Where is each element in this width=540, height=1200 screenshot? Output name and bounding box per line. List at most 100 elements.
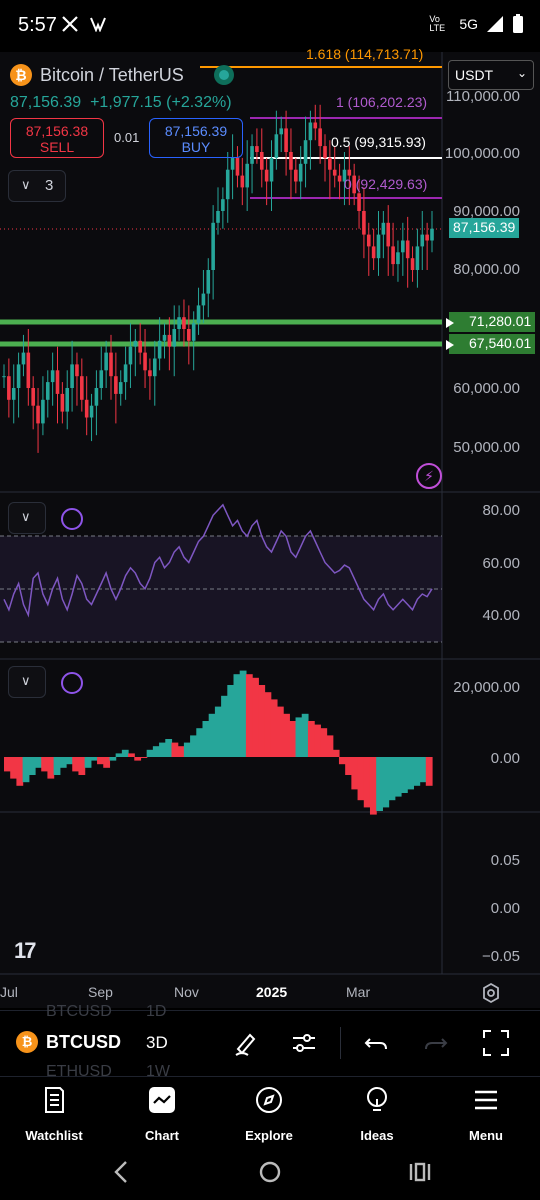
symbol-name[interactable]: Bitcoin / TetherUS [40,64,184,85]
oscillator-bar [183,742,191,757]
nav-explore-label: Explore [245,1128,293,1143]
oscillator-bar [283,713,290,757]
candle-body [94,388,99,406]
rsi-axis-label: 40.00 [482,607,520,624]
oscillator-bar [146,749,154,757]
oscillator-bar [109,757,117,761]
sell-label: SELL [39,139,75,155]
oscillator-bar [338,757,346,765]
pane4-axis-label: 0.05 [490,852,520,869]
change-value: +1,977.15 (+2.32%) [90,94,232,111]
support2-price-tag: 67,540.01 [449,334,536,354]
chevron-down-icon: ∨ [21,673,31,688]
chart-settings-icon[interactable] [480,982,502,1004]
symbol-header[interactable]: ₿ Bitcoin / TetherUS [10,64,234,86]
buy-button[interactable]: 87,156.39 BUY [149,118,243,158]
candle-body [16,364,21,388]
oscillator-bar [103,757,111,768]
currency-value: USDT [455,67,494,83]
candle-body [230,157,235,170]
candle-body [114,376,118,394]
oscillator-bar [28,757,36,775]
nav-chart[interactable]: Chart [117,1085,207,1143]
alert-marker-icon [446,340,454,350]
fib-1618-label: 1.618 (114,713.71) [306,46,424,62]
indicators-toggle[interactable]: ∨ 3 [8,170,66,202]
rsi-pane-toggle[interactable]: ∨ [8,502,46,534]
symbol-selector[interactable]: ₿ BTCUSD [16,1031,121,1053]
symbol-prev[interactable]: BTCUSD [46,1003,112,1020]
back-icon[interactable] [112,1160,132,1184]
candle-body [109,352,113,377]
interval-next[interactable]: 1W [146,1063,170,1080]
oscillator-bar [245,674,253,757]
lightbulb-icon [367,1087,387,1111]
candle-body [201,293,206,306]
candle-body [89,405,94,418]
oscillator-bar [270,699,278,757]
candle-body [162,334,167,341]
refresh-icon[interactable] [61,672,83,694]
candle-body [308,122,313,141]
candle-body [187,329,191,341]
oscillator-bar [276,706,284,757]
oscillator-bar [159,742,166,757]
buy-label: BUY [181,139,211,155]
pencil-icon[interactable] [232,1029,260,1057]
candle-body [26,352,31,388]
chart-area[interactable]: ₿ Bitcoin / TetherUS 87,156.39 +1,977.15… [0,46,540,1008]
candle-body [298,163,303,182]
candle-body [177,317,181,329]
candle-body [274,134,279,158]
x-app-icon [62,16,78,32]
candle-body [235,157,240,176]
oscillator-pane-toggle[interactable]: ∨ [8,666,46,698]
rsi-line [3,503,433,618]
oscillator-bar [388,757,396,801]
recents-icon[interactable] [408,1160,432,1184]
candle-body [420,234,425,247]
candle-body [264,169,269,182]
chevron-down-icon: ∨ [21,177,31,192]
nav-explore[interactable]: Explore [224,1085,314,1143]
candle-body [250,146,254,164]
indicators-icon[interactable] [290,1029,318,1057]
candle-body [143,352,147,371]
nav-ideas[interactable]: Ideas [332,1085,422,1143]
buy-price: 87,156.39 [164,123,228,139]
interval-prev[interactable]: 1D [146,1003,167,1020]
lightning-icon[interactable]: ⚡ [416,463,442,489]
home-icon[interactable] [258,1160,282,1184]
sell-button[interactable]: 87,156.38 SELL [10,118,104,158]
undo-icon[interactable] [362,1029,390,1057]
signal-icon [487,16,503,32]
nav-chart-label: Chart [145,1128,179,1143]
candle-body [303,140,308,164]
chart-canvas[interactable] [0,52,540,1008]
oscillator-bar [165,739,173,757]
interval-selector[interactable]: 3D [146,1033,168,1052]
currency-select[interactable]: USDT ⌄ [448,60,534,90]
candle-body [75,364,79,377]
fullscreen-icon[interactable] [482,1029,510,1057]
candle-body [128,346,133,365]
time-axis-label: Jul [0,984,18,1000]
refresh-icon[interactable] [61,508,83,530]
support1-price-tag: 71,280.01 [449,312,536,332]
candle-body [284,128,288,152]
candle-body [279,128,284,135]
bitcoin-icon: ₿ [16,1031,38,1053]
nav-menu[interactable]: Menu [441,1085,531,1143]
symbol-next[interactable]: ETHUSD [46,1063,112,1080]
candle-body [342,169,347,182]
candle-body [157,340,162,359]
oscillator-bar [394,757,402,797]
nav-watchlist[interactable]: Watchlist [9,1085,99,1143]
oscillator-bar [115,753,123,757]
candle-body [36,405,40,424]
oscillator-histogram [4,670,433,815]
hamburger-menu-icon [475,1090,497,1110]
oscillator-bar [252,677,259,757]
redo-icon[interactable] [422,1029,450,1057]
candle-body [430,228,434,241]
